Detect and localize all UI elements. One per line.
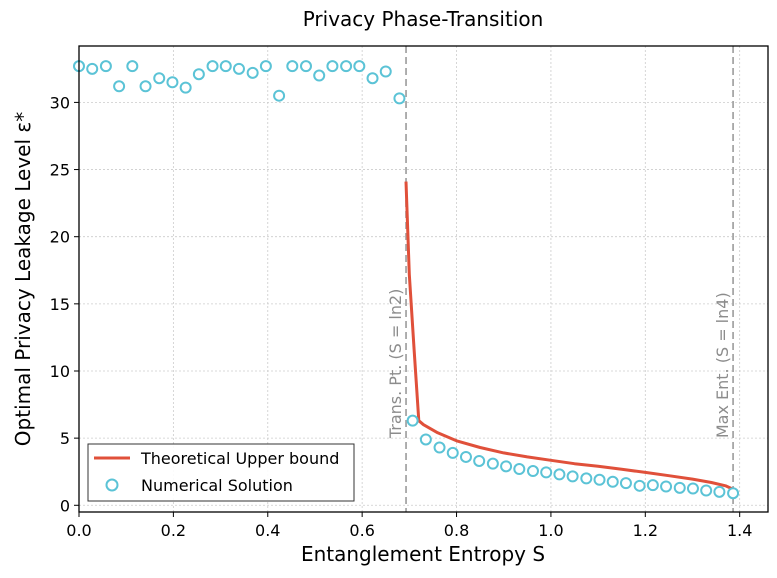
x-tick-label: 0.6: [349, 521, 374, 540]
y-tick-label: 15: [50, 295, 70, 314]
y-axis-title: Optimal Privacy Leakage Level ε*: [11, 112, 35, 446]
numerical-solution-point: [126, 60, 139, 73]
grid-layer: [78, 46, 768, 512]
numerical-solution-point: [513, 463, 526, 476]
numerical-solution-point: [553, 468, 566, 481]
numerical-solution-point: [713, 485, 726, 498]
numerical-solution-point: [566, 470, 579, 483]
numerical-solution-point: [179, 81, 192, 94]
numerical-solution-point: [700, 484, 713, 497]
tick-layer: 0.0 0.2 0.4 0.6 0.8 1.0 1.2 1.4 0 5 10 15 20 25 30: [50, 93, 753, 540]
y-tick-label: 20: [50, 228, 70, 247]
numerical-solution-point: [486, 457, 499, 470]
y-tick-label: 0: [60, 496, 70, 515]
numerical-solution-point: [580, 472, 593, 485]
reference-lines: [405, 46, 734, 512]
numerical-solution-point: [113, 80, 126, 93]
numerical-solution-point: [606, 475, 619, 488]
numerical-solution-point: [633, 479, 646, 492]
x-tick-label: 0.8: [444, 521, 469, 540]
numerical-solution-point: [326, 60, 339, 73]
legend: Theoretical Upper bound Numerical Soluti…: [87, 443, 355, 502]
x-tick-label: 1.0: [538, 521, 563, 540]
theoretical-upper-bound-line: [404, 181, 734, 491]
numerical-solution-point: [459, 450, 472, 463]
numerical-solution-point: [232, 62, 245, 75]
legend-label-numerical: Numerical Solution: [141, 476, 293, 495]
numerical-solution-point: [166, 76, 179, 89]
numerical-solution-point: [419, 433, 432, 446]
max-entanglement-annotation: Max Ent. (S = ln4): [713, 292, 732, 438]
legend-label-theoretical: Theoretical Upper bound: [140, 449, 339, 468]
x-axis-title: Entanglement Entropy S: [301, 542, 545, 566]
numerical-solution-point: [660, 480, 673, 493]
numerical-solution-point: [433, 441, 446, 454]
numerical-solution-point: [406, 414, 419, 427]
numerical-solution-point: [139, 80, 152, 93]
transition-point-annotation: Trans. Pt. (S = ln2): [386, 289, 405, 440]
x-tick-label: 0.0: [66, 521, 91, 540]
y-tick-label: 10: [50, 362, 70, 381]
numerical-solution-point: [366, 72, 379, 85]
numerical-solution-point: [153, 72, 166, 85]
chart-title: Privacy Phase-Transition: [303, 7, 544, 31]
numerical-solution-point: [206, 60, 219, 73]
series-layer: [73, 60, 740, 500]
legend-marker-swatch: [105, 478, 119, 492]
annotation-layer: Trans. Pt. (S = ln2) Max Ent. (S = ln4): [386, 289, 732, 440]
legend-box: [87, 443, 355, 502]
numerical-solution-point: [379, 65, 392, 78]
numerical-solution-point: [446, 446, 459, 459]
numerical-solution-point: [540, 466, 553, 479]
numerical-solution-point: [99, 60, 112, 73]
numerical-solution-point: [500, 460, 513, 473]
numerical-solution-point: [286, 60, 299, 73]
numerical-solution-point: [473, 454, 486, 467]
numerical-solution-point: [299, 60, 312, 73]
numerical-solution-point: [192, 68, 205, 81]
x-tick-label: 0.4: [255, 521, 280, 540]
y-tick-label: 5: [60, 429, 70, 448]
numerical-solution-point: [340, 60, 353, 73]
x-axis-title-main: Entanglement Entropy S: [301, 542, 545, 566]
y-tick-label: 30: [50, 93, 70, 112]
plot-area-frame: [78, 45, 769, 513]
x-tick-label: 0.2: [161, 521, 186, 540]
numerical-solution-point: [619, 477, 632, 490]
numerical-solution-point: [86, 62, 99, 75]
numerical-solution-point: [646, 479, 659, 492]
numerical-solution-point: [219, 60, 232, 73]
numerical-solution-point: [673, 481, 686, 494]
x-tick-label: 1.4: [727, 521, 752, 540]
y-tick-label: 25: [50, 161, 70, 180]
x-tick-label: 1.2: [633, 521, 658, 540]
numerical-solution-point: [273, 89, 286, 102]
numerical-solution-point: [313, 69, 326, 82]
numerical-solution-point: [353, 60, 366, 73]
numerical-solution-point: [246, 66, 259, 79]
numerical-solution-point: [593, 473, 606, 486]
numerical-solution-point: [727, 487, 740, 500]
numerical-solution-point: [686, 482, 699, 495]
numerical-solution-point: [393, 92, 406, 105]
numerical-solution-point: [259, 60, 272, 73]
numerical-solution-point: [526, 465, 539, 478]
